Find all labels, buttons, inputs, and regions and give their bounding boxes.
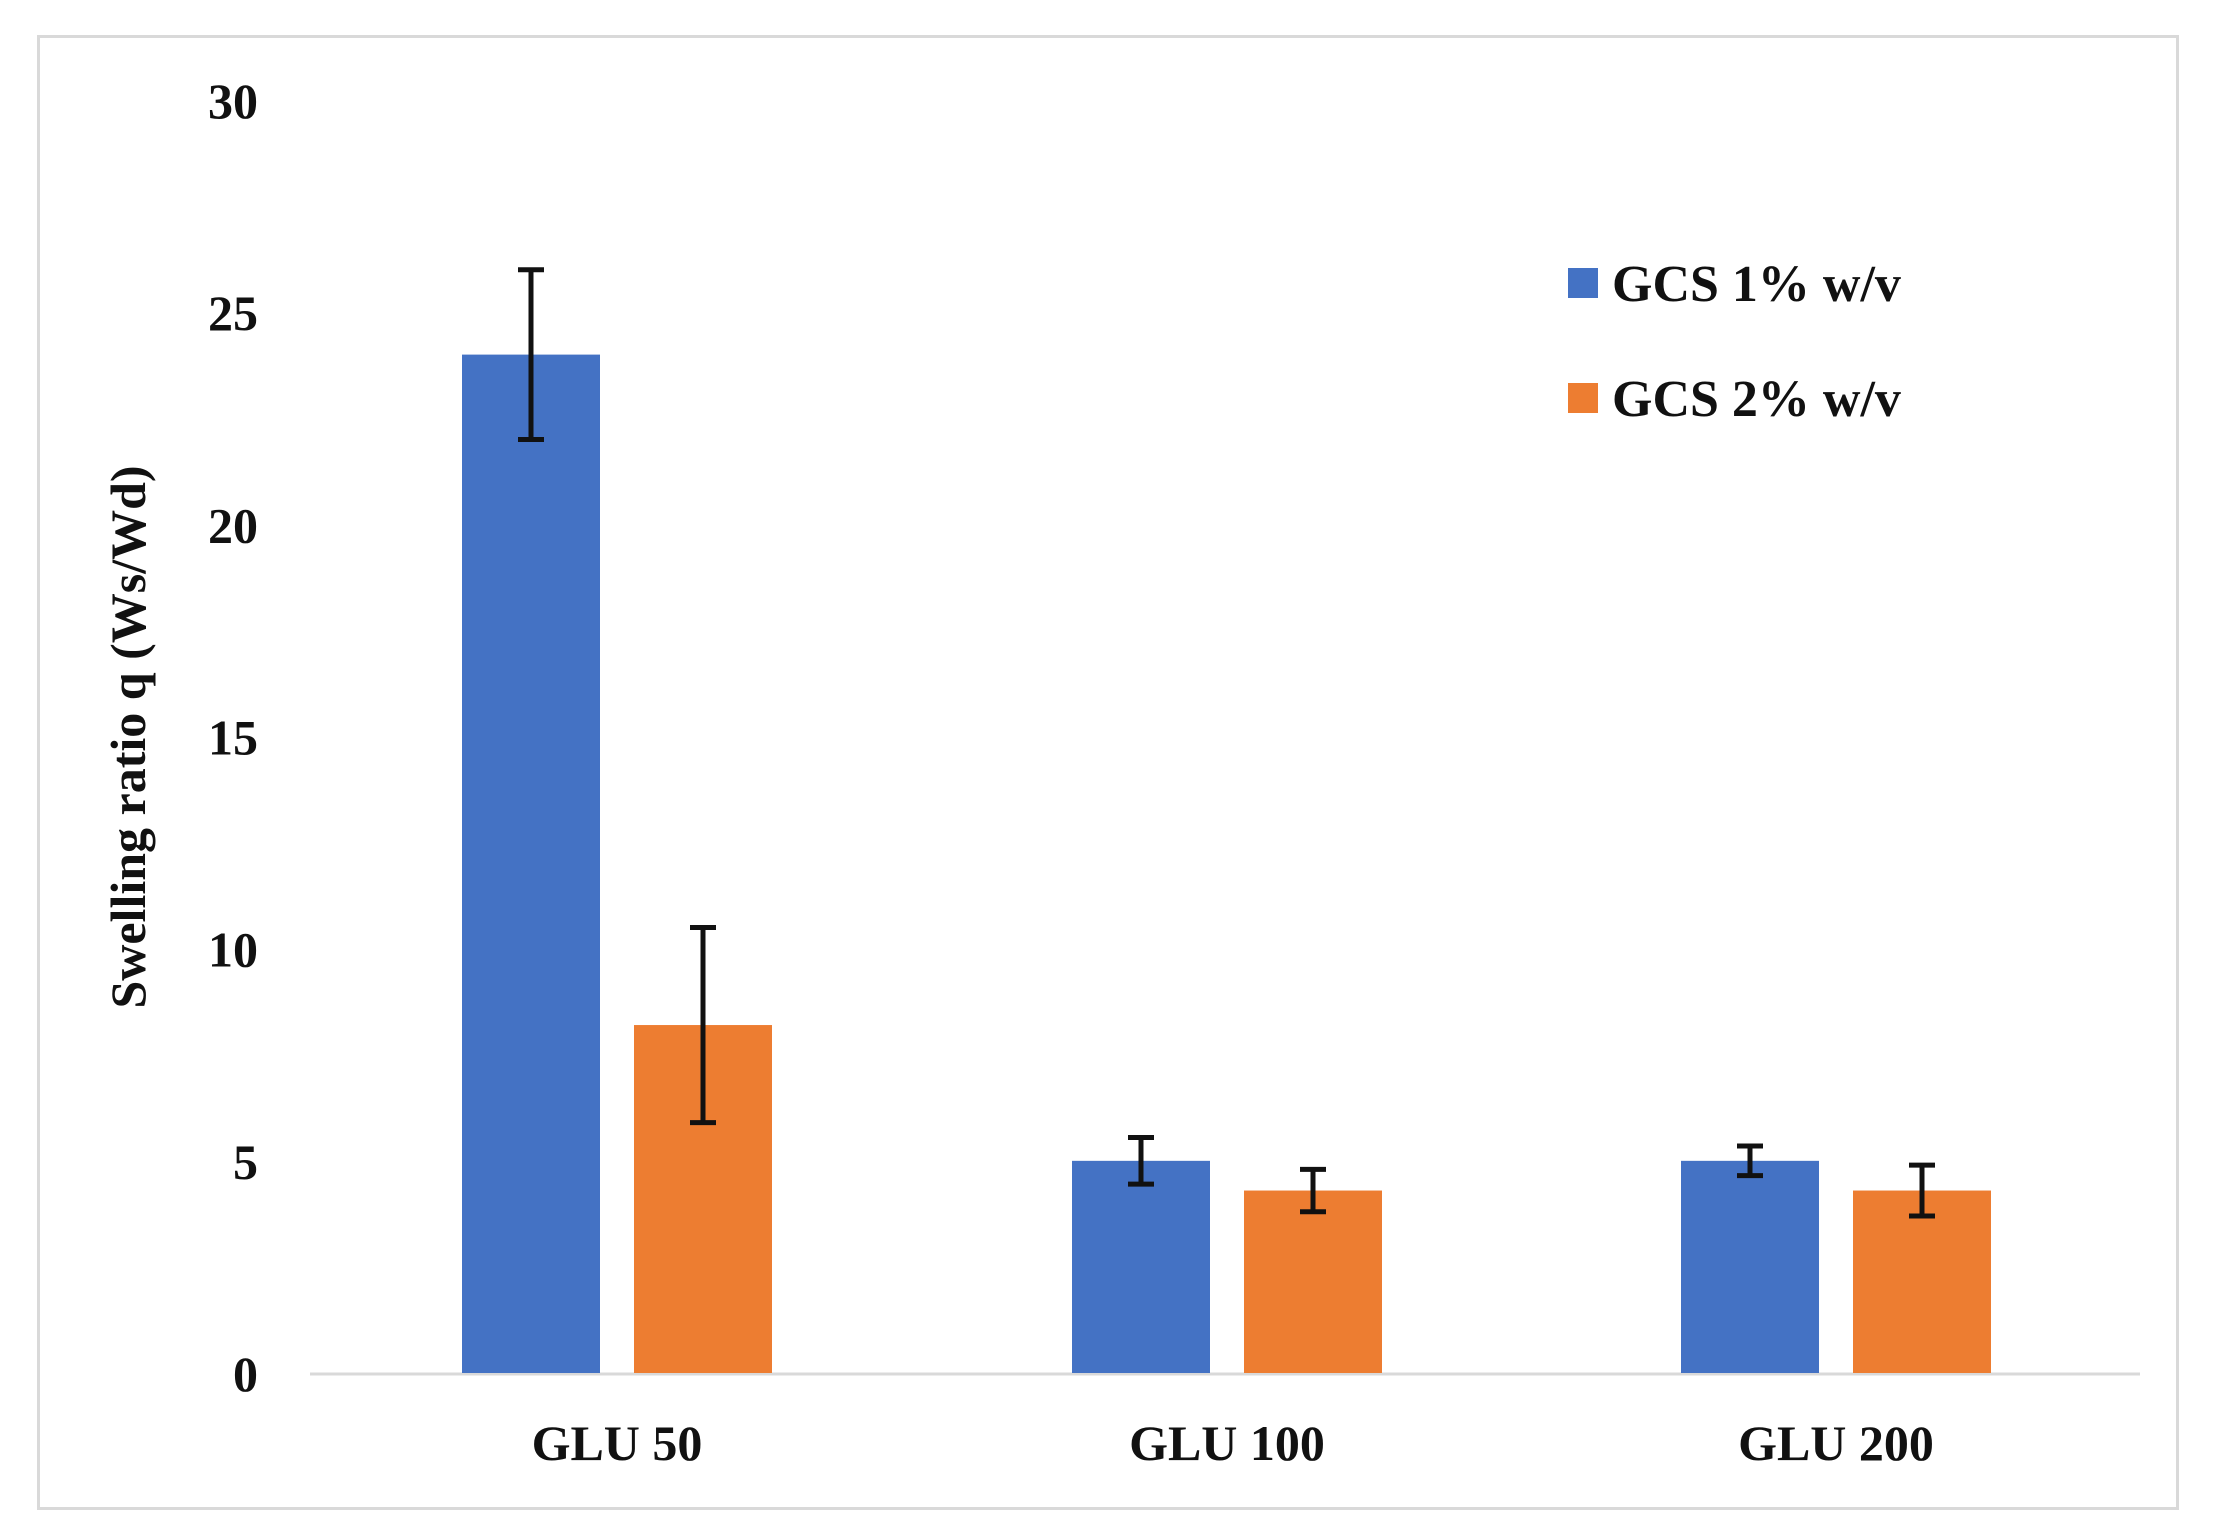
bar-gcs-1pct (1072, 1160, 1210, 1373)
bar-gcs-1pct (1681, 1160, 1819, 1373)
y-axis-title: Swelling ratio q (Ws/Wd) (100, 465, 156, 1008)
legend-label: GCS 2% w/v (1612, 371, 1901, 428)
legend-item-gcs-2pct: GCS 2% w/v (1568, 371, 1901, 428)
y-tick-label: 30 (208, 73, 258, 129)
y-axis-tick-labels: 0 5 10 15 20 25 30 (208, 73, 258, 1402)
x-tick-label: GLU 50 (532, 1415, 703, 1471)
y-tick-label: 5 (233, 1134, 258, 1190)
y-tick-label: 20 (208, 497, 258, 553)
error-bar (518, 267, 544, 442)
error-bar (1128, 1134, 1154, 1187)
error-bar (1300, 1166, 1326, 1215)
legend-swatch (1568, 383, 1598, 413)
legend-swatch (1568, 268, 1598, 298)
error-bar (1737, 1143, 1763, 1179)
y-tick-label: 0 (233, 1346, 258, 1402)
bar-gcs-1pct (462, 354, 600, 1374)
error-bar (1909, 1162, 1935, 1219)
error-bar (690, 924, 716, 1126)
x-tick-label: GLU 200 (1738, 1415, 1934, 1471)
y-tick-label: 15 (208, 710, 258, 766)
legend-item-gcs-1pct: GCS 1% w/v (1568, 256, 1901, 313)
bar-gcs-2pct (1853, 1190, 1991, 1373)
legend-label: GCS 1% w/v (1612, 256, 1901, 313)
bars (462, 354, 1991, 1374)
x-axis-tick-labels: GLU 50 GLU 100 GLU 200 (532, 1415, 1934, 1471)
x-tick-label: GLU 100 (1129, 1415, 1325, 1471)
y-tick-label: 25 (208, 285, 258, 341)
legend: GCS 1% w/v GCS 2% w/v (1568, 256, 1901, 428)
bar-gcs-2pct (1244, 1190, 1382, 1373)
error-bars (518, 267, 1935, 1219)
y-tick-label: 10 (208, 922, 258, 978)
